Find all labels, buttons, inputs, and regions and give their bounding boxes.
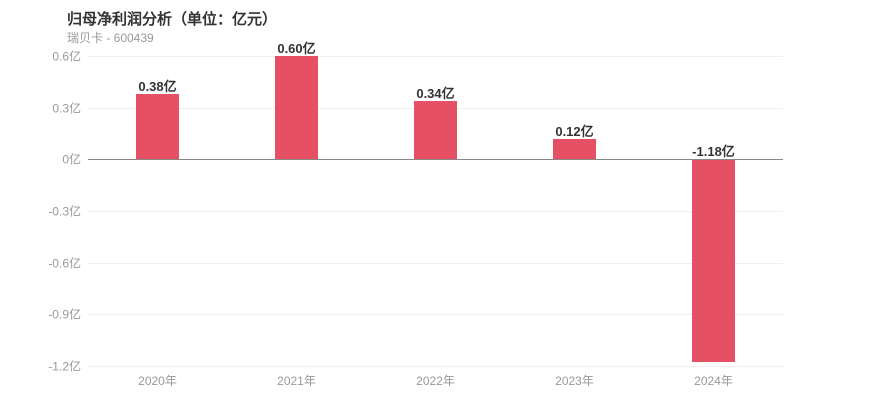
x-axis-tick-label: 2022年 xyxy=(416,374,455,388)
plot-area: 0.6亿 0.3亿 0亿 -0.3亿 -0.6亿 -0.9亿 -1.2亿 0.38亿 2020年… xyxy=(48,41,783,388)
bar-2022年 xyxy=(414,100,457,160)
bar-value-label: 0.12亿 xyxy=(555,123,594,139)
bar-2020年 xyxy=(136,93,179,160)
bar-value-label: 0.38亿 xyxy=(138,78,177,94)
bar-value-label: 0.34亿 xyxy=(416,85,455,101)
y-axis-tick-label: -0.9亿 xyxy=(48,307,81,322)
gridline xyxy=(88,262,783,264)
x-axis-tick-label: 2021年 xyxy=(277,374,316,388)
gridline xyxy=(88,56,783,57)
bar-2021年 xyxy=(275,56,318,160)
chart-subtitle: 瑞贝卡 - 600439 xyxy=(67,31,154,45)
zero-axis-line xyxy=(88,159,783,161)
y-axis-tick-label: -0.3亿 xyxy=(48,204,81,219)
y-axis-tick-label: -1.2亿 xyxy=(48,359,81,374)
y-axis-tick-label: 0.3亿 xyxy=(52,101,81,116)
chart-title: 归母净利润分析（单位：亿元） xyxy=(67,11,278,28)
y-axis-tick-label: 0.6亿 xyxy=(52,49,81,64)
x-axis-tick-label: 2023年 xyxy=(555,374,594,388)
gridline xyxy=(88,314,783,316)
bar-2024年 xyxy=(692,159,735,363)
bar-value-label: -1.18亿 xyxy=(692,144,735,160)
bar-2023年 xyxy=(553,138,596,160)
gridline xyxy=(88,366,783,367)
x-axis-tick-label: 2020年 xyxy=(138,374,177,388)
gridline xyxy=(88,211,783,212)
x-axis-tick-label: 2024年 xyxy=(694,374,733,388)
y-axis-tick-label: 0亿 xyxy=(62,152,81,167)
bar-value-label: 0.60亿 xyxy=(277,41,316,56)
y-axis-tick-label: -0.6亿 xyxy=(48,256,81,271)
